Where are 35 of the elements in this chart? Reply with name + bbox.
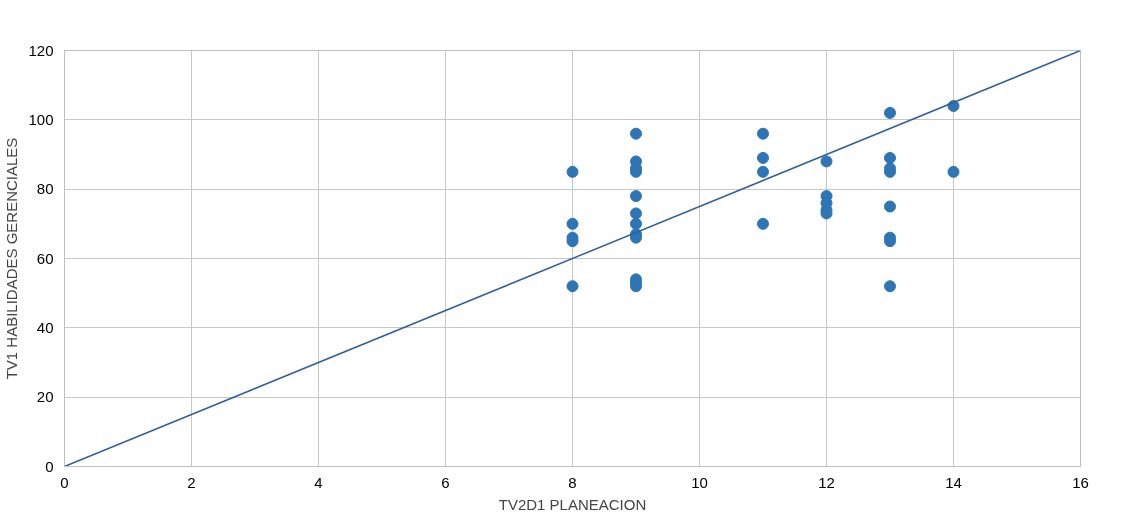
y-tick-label: 20 [36,388,54,406]
point [884,280,896,293]
point [820,155,833,168]
x-tick-label: 14 [945,473,962,491]
point [757,151,769,164]
point [947,165,960,178]
x-tick-label: 0 [60,473,69,491]
x-tick-label: 4 [314,473,323,491]
x-tick-label: 6 [441,473,450,491]
point [566,165,579,178]
x-tick-label: 12 [818,473,835,491]
point [630,217,642,230]
point [630,190,642,203]
point [757,217,769,230]
point [884,200,896,213]
point [566,280,579,293]
y-axis-title: TV1 HABILIDADES GERENCIALES [3,137,21,380]
point [630,207,642,220]
x-tick-label: 2 [187,473,196,491]
point [884,151,896,164]
y-tick-label: 80 [36,180,54,198]
y-tick-label: 40 [36,318,54,336]
point [630,127,642,140]
y-tick-label: 120 [28,41,54,59]
y-tick-label: 100 [28,110,54,128]
y-tick-label: 0 [45,457,54,475]
point [884,106,896,119]
x-axis-title: TV2D1 PLANEACION [498,495,647,513]
x-tick-label: 8 [568,473,577,491]
x-tick-label: 10 [691,473,708,491]
x-tick-label: 16 [1072,473,1089,491]
point [757,127,769,140]
point [566,217,579,230]
y-tick-label: 60 [36,249,54,267]
point [757,165,769,178]
